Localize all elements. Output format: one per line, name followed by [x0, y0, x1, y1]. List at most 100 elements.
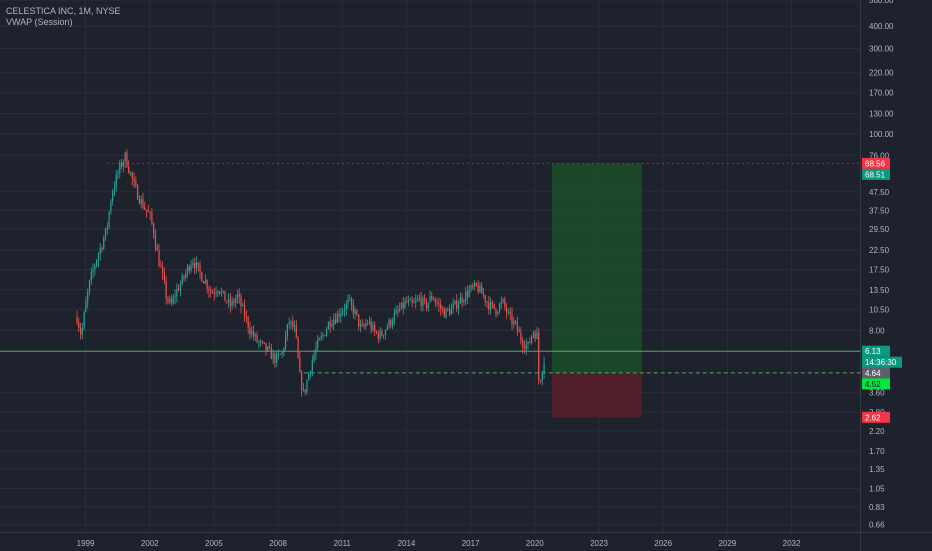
- price-badge-bg: [862, 168, 890, 180]
- candle-body: [374, 325, 376, 332]
- candle-body: [284, 335, 287, 349]
- candle-body: [145, 209, 148, 212]
- candle-body: [334, 319, 337, 323]
- grid-lines: [0, 0, 860, 532]
- price-tick-labels: 560.00 400.00 300.00 220.00 170.00 130.00 100.…: [869, 0, 894, 530]
- candle-body: [384, 329, 387, 336]
- candle-body: [199, 265, 201, 273]
- candle-body: [370, 321, 372, 330]
- price-badge-text: 6.13: [865, 347, 881, 356]
- candle-body: [88, 280, 91, 292]
- candle-body: [531, 335, 533, 343]
- candle-body: [313, 354, 315, 361]
- candle-body: [108, 211, 110, 227]
- price-tick-label: 130.00: [869, 110, 894, 119]
- candle-body: [495, 308, 497, 314]
- horizontal-lines[interactable]: [0, 162, 860, 374]
- candle-body: [502, 299, 504, 302]
- candle-body: [315, 347, 317, 355]
- candle-body: [473, 282, 476, 287]
- candle-body: [97, 254, 100, 261]
- price-tick-label: 170.00: [869, 89, 894, 98]
- candle-body: [368, 321, 370, 324]
- price-badge-text: 4.64: [865, 369, 881, 378]
- candle-body: [83, 312, 85, 328]
- candle-body: [304, 389, 306, 392]
- candle-body: [170, 299, 173, 304]
- candle-body: [79, 328, 82, 335]
- time-axis[interactable]: 1999 2002 2005 2008 2011 2014 2017 2020 2023 2026…: [0, 532, 860, 551]
- candle-body: [188, 266, 190, 271]
- price-badges: 68.56 68.51 6.13 14:36:30 4.64 4.52 2.62: [862, 157, 902, 423]
- candle-body: [133, 178, 135, 182]
- candle-body: [119, 162, 121, 173]
- candle-body: [251, 331, 253, 334]
- candle-body: [527, 341, 529, 345]
- candle-body: [204, 280, 206, 284]
- candle-body: [138, 199, 141, 204]
- plot-area[interactable]: [0, 0, 860, 532]
- candle-body: [318, 338, 321, 340]
- candle-body: [468, 289, 470, 297]
- time-tick-label: 2005: [205, 539, 223, 548]
- price-tick-label: 0.83: [869, 503, 885, 512]
- candle-body: [124, 152, 126, 162]
- candle-body: [356, 309, 358, 315]
- candle-body: [113, 187, 116, 193]
- candle-body: [536, 332, 538, 339]
- indicator-legend[interactable]: VWAP (Session): [6, 17, 73, 27]
- candle-body: [320, 336, 322, 339]
- candle-body: [226, 301, 228, 303]
- price-tick-label: 560.00: [869, 0, 894, 5]
- candle-body: [511, 313, 513, 324]
- candle-body: [311, 360, 313, 372]
- candle-body: [438, 303, 440, 305]
- candle-body: [420, 297, 422, 307]
- candle-body: [482, 293, 485, 296]
- position-tool[interactable]: [551, 163, 642, 418]
- symbol-title[interactable]: CELESTICA INC, 1M, NYSE: [6, 6, 121, 16]
- candle-body: [372, 325, 374, 330]
- price-tick-label: 13.50: [869, 286, 890, 295]
- price-tick-label: 37.50: [869, 206, 890, 215]
- candle-body: [151, 212, 153, 224]
- candle-body: [481, 285, 483, 294]
- candle-body: [386, 326, 388, 330]
- candle-body: [96, 260, 98, 266]
- time-tick-label: 2032: [783, 539, 801, 548]
- candle-body: [201, 272, 203, 282]
- candle-body: [217, 291, 219, 293]
- candle-body: [459, 297, 461, 305]
- candle-body: [131, 172, 133, 179]
- candle-body: [206, 280, 208, 289]
- candle-body: [165, 281, 167, 299]
- candle-body: [270, 348, 272, 360]
- candle-body: [522, 340, 524, 347]
- candle-body: [509, 311, 511, 314]
- price-badge-bg: [862, 356, 902, 368]
- candle-body: [358, 314, 360, 327]
- candle-body: [381, 331, 383, 336]
- candle-body: [92, 269, 94, 273]
- time-tick-label: 2014: [398, 539, 416, 548]
- candle-body: [144, 207, 146, 210]
- candle-body: [192, 262, 194, 266]
- price-axis[interactable]: 560.00 400.00 300.00 220.00 170.00 130.00 100.…: [860, 0, 932, 532]
- candle-body: [268, 346, 271, 349]
- candle-body: [219, 291, 221, 294]
- candle-body: [142, 198, 144, 208]
- candle-body: [236, 294, 239, 299]
- candle-body: [379, 331, 381, 339]
- candle-body: [290, 321, 292, 323]
- candle-body: [185, 272, 187, 278]
- candle-body: [243, 305, 246, 317]
- candle-body: [322, 335, 324, 337]
- candle-body: [112, 192, 114, 202]
- candle-body: [156, 246, 158, 251]
- candle-body: [507, 311, 510, 313]
- candle-body: [140, 198, 142, 204]
- candle-body: [338, 313, 340, 317]
- candle-body: [115, 174, 117, 188]
- price-tick-label: 300.00: [869, 45, 894, 54]
